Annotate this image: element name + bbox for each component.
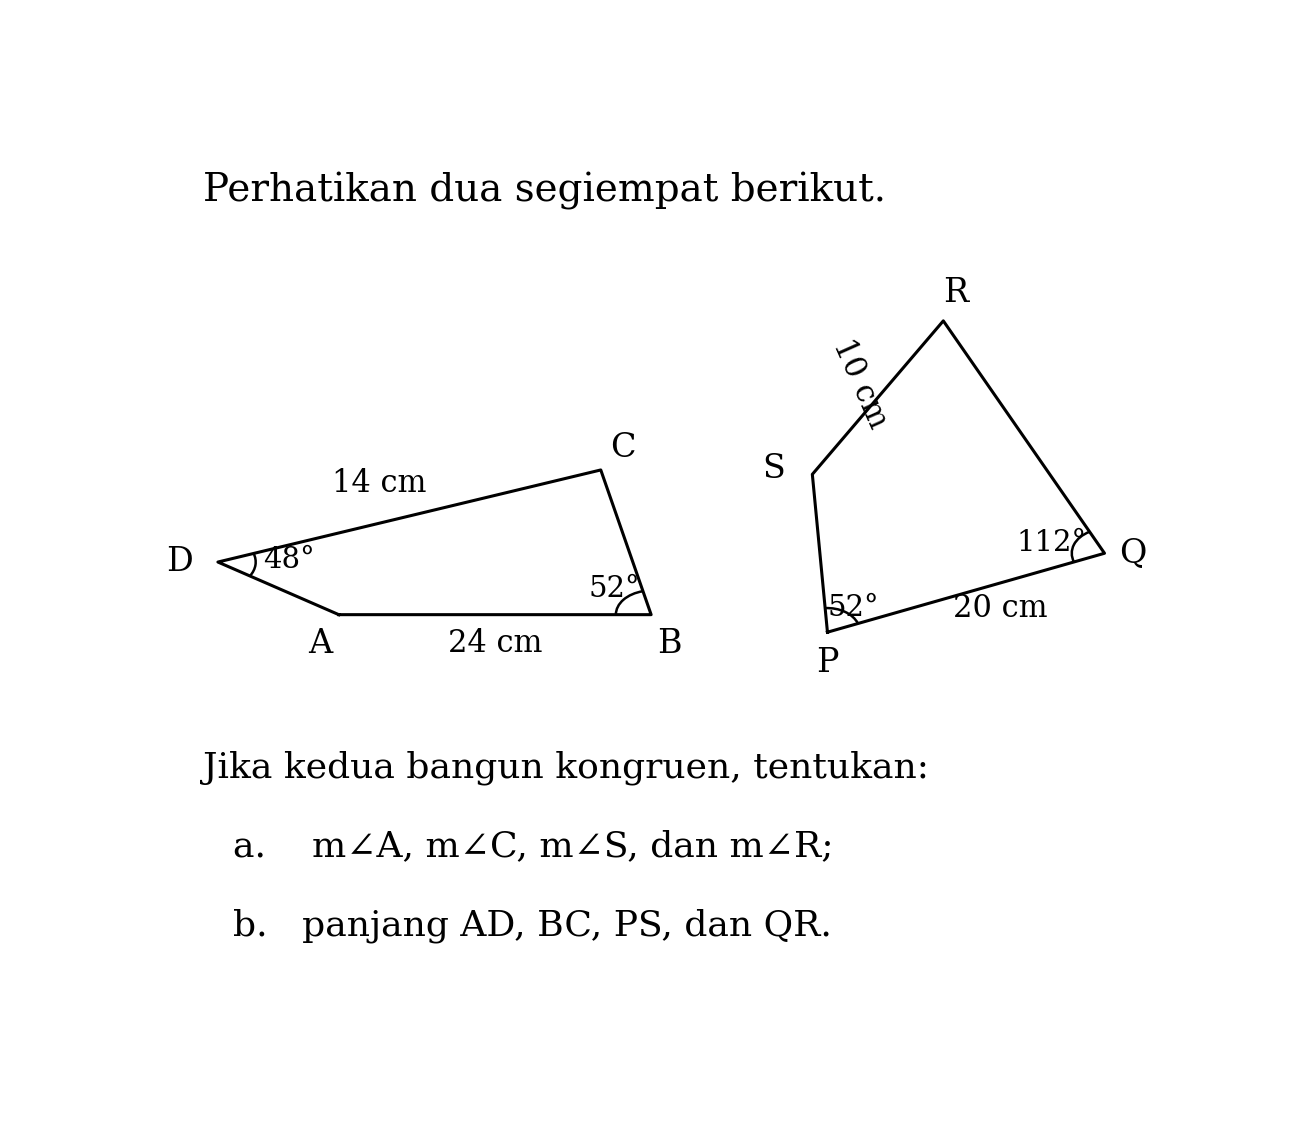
Text: 52°: 52° [828,593,879,622]
Text: 14 cm: 14 cm [332,468,426,499]
Text: 20 cm: 20 cm [953,593,1048,624]
Text: S: S [763,453,785,485]
Text: Perhatikan dua segiempat berikut.: Perhatikan dua segiempat berikut. [203,172,885,210]
Text: 48°: 48° [263,547,315,574]
Text: b.   panjang AD, BC, PS, dan QR.: b. panjang AD, BC, PS, dan QR. [233,909,832,943]
Text: 10 cm: 10 cm [827,335,893,434]
Text: D: D [166,546,192,577]
Text: C: C [610,432,636,464]
Text: R: R [942,277,968,309]
Text: A: A [308,628,333,659]
Text: 112°: 112° [1017,528,1086,557]
Text: P: P [816,647,838,679]
Text: Jika kedua bangun kongruen, tentukan:: Jika kedua bangun kongruen, tentukan: [203,751,928,785]
Text: a.    m∠A, m∠C, m∠S, dan m∠R;: a. m∠A, m∠C, m∠S, dan m∠R; [233,829,833,863]
Text: 52°: 52° [588,575,640,604]
Text: B: B [656,628,681,659]
Text: Q: Q [1119,538,1147,570]
Text: 24 cm: 24 cm [447,628,542,659]
